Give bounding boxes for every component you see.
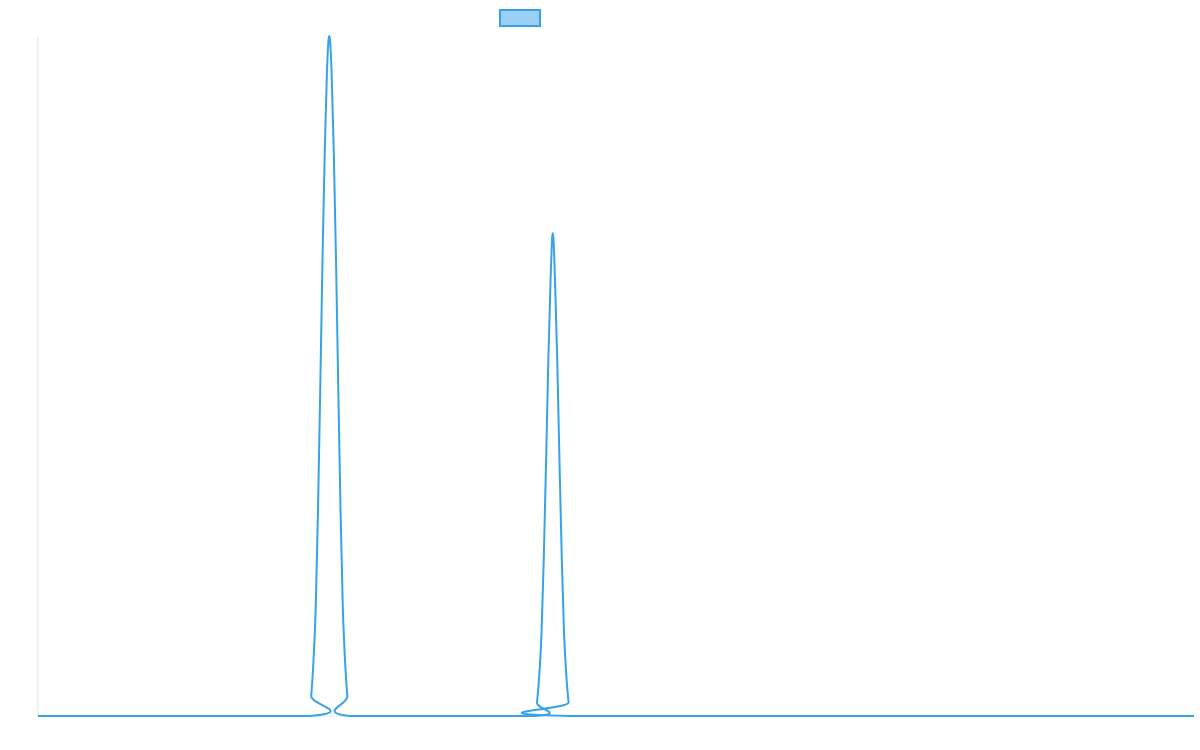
series-line [38,35,1194,718]
legend-swatch [499,9,541,27]
legend[interactable] [499,9,541,27]
